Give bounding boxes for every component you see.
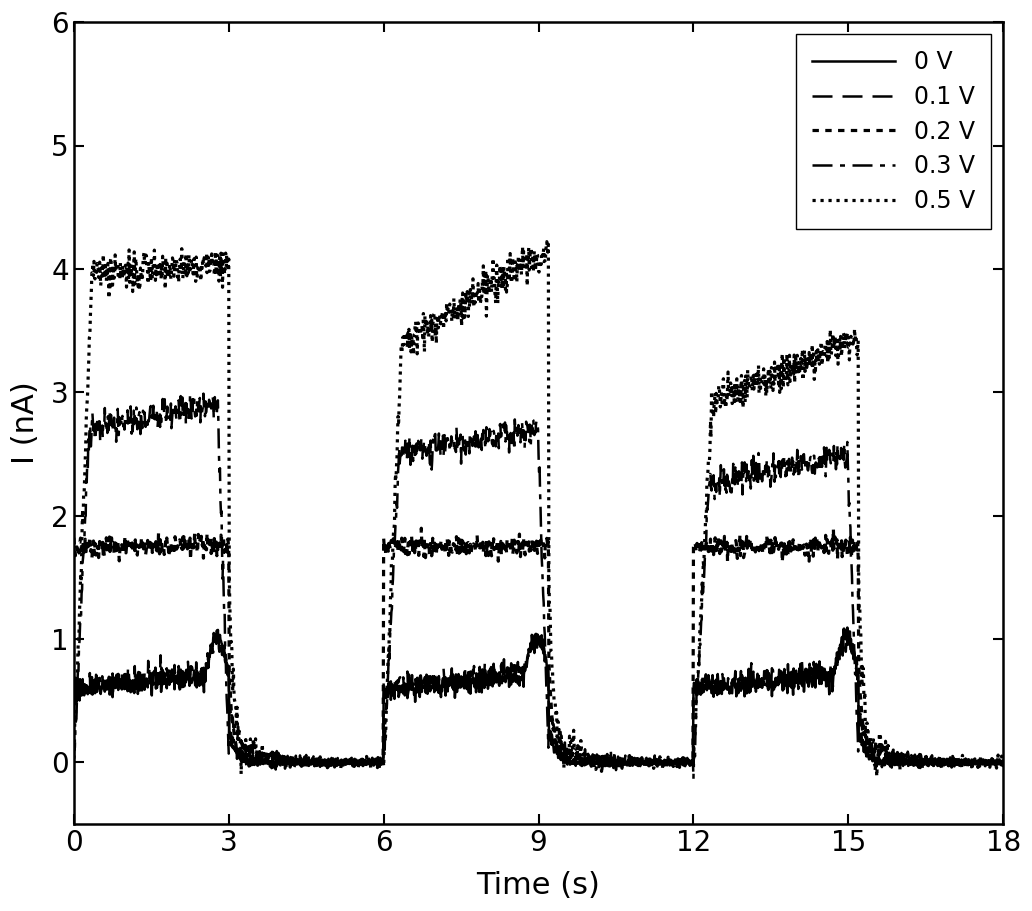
Line: 0.2 V: 0.2 V	[74, 528, 1004, 767]
0.3 V	[774, 463, 786, 474]
0.2 V	[819, 548, 832, 558]
0.3 V	[996, 757, 1008, 768]
0.3 V	[68, 757, 80, 768]
0 V	[640, 759, 652, 770]
0.3 V	[197, 388, 209, 399]
0.5 V	[818, 349, 831, 360]
0 V	[760, 679, 772, 690]
0.1 V	[781, 672, 794, 683]
0.5 V	[998, 759, 1010, 770]
0.5 V	[541, 236, 553, 247]
0.2 V	[996, 757, 1008, 768]
X-axis label: Time (s): Time (s)	[477, 871, 601, 900]
0.1 V	[68, 682, 80, 693]
0.2 V	[782, 549, 795, 560]
0.1 V	[773, 674, 785, 685]
0 V	[996, 755, 1008, 766]
0.2 V	[641, 757, 653, 768]
0 V	[818, 675, 831, 686]
0 V	[781, 681, 794, 692]
0.1 V	[996, 758, 1008, 769]
0 V	[68, 678, 80, 689]
Legend: 0 V, 0.1 V, 0.2 V, 0.3 V, 0.5 V: 0 V, 0.1 V, 0.2 V, 0.3 V, 0.5 V	[796, 34, 992, 230]
0.1 V	[998, 757, 1010, 768]
0.5 V	[773, 359, 785, 370]
0.1 V	[640, 752, 652, 763]
0 V	[998, 757, 1010, 768]
0 V	[841, 622, 853, 633]
0.5 V	[68, 753, 80, 764]
0.3 V	[819, 457, 832, 468]
0.5 V	[996, 751, 1008, 762]
Line: 0.3 V: 0.3 V	[74, 394, 1004, 779]
Line: 0.1 V: 0.1 V	[74, 629, 1004, 768]
0.3 V	[998, 757, 1010, 768]
Line: 0.5 V: 0.5 V	[74, 241, 1004, 776]
0.2 V	[68, 532, 80, 543]
Y-axis label: I (nA): I (nA)	[11, 382, 40, 465]
0.2 V	[998, 758, 1010, 769]
0.1 V	[818, 667, 831, 678]
0.2 V	[616, 762, 628, 773]
0.2 V	[415, 523, 427, 534]
0 V	[876, 762, 889, 773]
0.1 V	[838, 623, 850, 634]
0.1 V	[760, 671, 772, 682]
0.3 V	[761, 456, 773, 466]
0.1 V	[936, 763, 948, 773]
0.3 V	[687, 773, 700, 784]
0.5 V	[871, 771, 883, 782]
0.5 V	[641, 758, 653, 769]
0.3 V	[641, 753, 653, 764]
0.3 V	[782, 466, 795, 476]
0.5 V	[781, 374, 794, 384]
0.5 V	[760, 375, 772, 386]
Line: 0 V: 0 V	[74, 628, 1004, 767]
0 V	[773, 673, 785, 684]
0.2 V	[774, 536, 786, 547]
0.2 V	[761, 530, 773, 541]
